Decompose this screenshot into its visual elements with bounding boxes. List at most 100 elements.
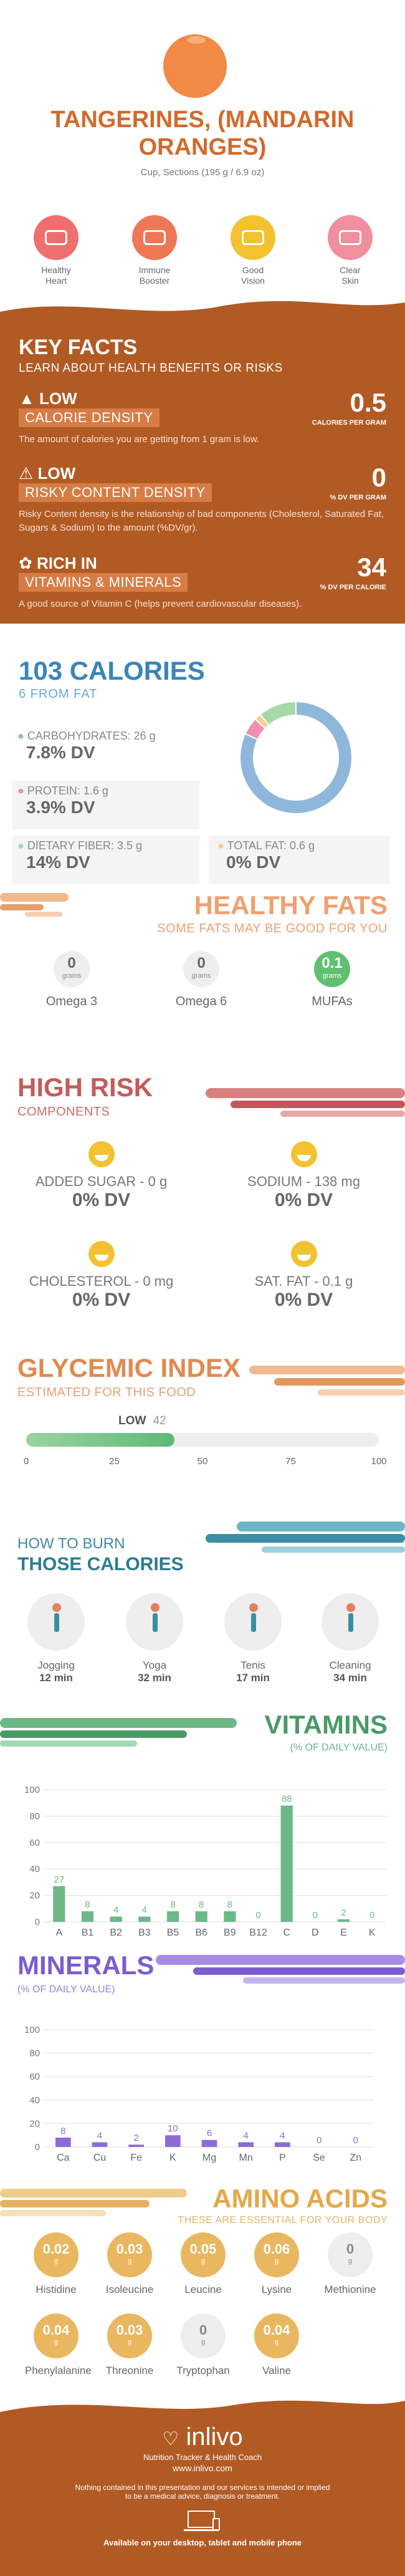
benefit-label-1: Good	[242, 265, 264, 275]
fat-value: 0	[67, 955, 76, 972]
amino-value: 0.03	[116, 2241, 143, 2257]
devices-icon	[184, 2509, 221, 2534]
y-tick-label: 20	[29, 1891, 40, 1901]
burn-minutes: 32 min	[138, 1672, 171, 1684]
bar-value-label: 0	[369, 1910, 374, 1921]
bar-k	[165, 2135, 181, 2147]
fact-value: 0	[371, 463, 386, 492]
high-risk-grid: ADDED SUGAR - 0 g 0% DV SODIUM - 138 mg 0% …	[0, 1141, 405, 1328]
burn-stripes	[206, 1522, 405, 1553]
risk-item: CHOLESTEROL - 0 mg 0% DV	[19, 1241, 184, 1311]
fat-value: 0	[197, 955, 206, 972]
amino-unit: g	[274, 2257, 279, 2265]
footer: ♡ inlivo Nutrition Tracker & Health Coac…	[0, 2419, 405, 2576]
heart-icon	[34, 215, 79, 260]
bar-a	[53, 1886, 65, 1922]
burn-title-1: HOW TO BURN	[17, 1535, 125, 1552]
amino-unit: g	[274, 2338, 279, 2346]
glycemic-fill	[26, 1433, 174, 1447]
amino-circle: 0.03 g	[107, 2313, 152, 2358]
footer-brand: ♡ inlivo	[0, 2423, 405, 2451]
healthy-fats-title: HEALTHY FATS	[194, 890, 388, 920]
fact-level: ⚠ LOW	[19, 464, 212, 483]
bar-b1	[81, 1911, 94, 1922]
burn-item: Tenis 17 min	[222, 1593, 284, 1684]
title-line-1: TANGERINES, (MANDARIN	[50, 107, 355, 133]
bar-value-label: 27	[54, 1874, 64, 1885]
vitamins-chart: 10080604020027A8B14B24B38B58B68B90B1288C…	[24, 1785, 386, 1938]
fiber-item: ● DIETARY FIBER: 3.5 g 14% DV	[12, 836, 199, 884]
key-facts-title: KEY FACTS	[19, 335, 138, 359]
warning-icon: ⚠	[19, 464, 34, 483]
y-tick-label: 0	[35, 2142, 40, 2153]
bar-value-label: 4	[142, 1905, 147, 1916]
y-tick-label: 20	[29, 2118, 40, 2129]
amino-value: 0	[199, 2322, 207, 2338]
pie-slice-dietary-fiber	[259, 700, 297, 726]
bar-mn	[238, 2142, 254, 2147]
bar-b9	[224, 1911, 236, 1922]
carbs-dv: 7.8% DV	[26, 743, 95, 762]
risk-dv: 0% DV	[274, 1190, 333, 1210]
glycemic-readout: LOW 42	[118, 1414, 166, 1428]
y-tick-label: 100	[24, 1785, 40, 1795]
benefit-label-2: Heart	[45, 276, 67, 286]
fat-label: Omega 6	[175, 995, 227, 1008]
bar-mg	[201, 2139, 217, 2147]
fat-dot: ●	[217, 839, 224, 852]
risk-item: ADDED SUGAR - 0 g 0% DV	[19, 1141, 184, 1211]
bar-value-label: 4	[97, 2130, 102, 2141]
carbs-dot: ●	[17, 730, 24, 742]
fact-risky-content: ⚠ LOW RISKY CONTENT DENSITY	[19, 464, 212, 502]
flame-icon: ▲	[19, 389, 35, 408]
vitamins-subtitle: (% OF DAILY VALUE)	[290, 1742, 388, 1753]
amino-label: Lysine	[261, 2284, 292, 2295]
fat-label: MUFAs	[312, 995, 353, 1008]
bar-value-label: 8	[60, 2126, 65, 2136]
minerals-title: MINERALS	[17, 1951, 155, 1980]
bar-e	[337, 1919, 350, 1922]
fat-item: ● TOTAL FAT: 0.6 g 0% DV	[209, 836, 389, 884]
fact-level: ▲ LOW	[19, 389, 160, 408]
amino-item: 0.02 g Histidine	[25, 2232, 87, 2296]
bar-value-label: 6	[207, 2128, 212, 2139]
bar-fe	[128, 2144, 144, 2147]
amino-value: 0.03	[116, 2322, 143, 2338]
amino-unit: g	[201, 2257, 206, 2265]
risk-dv: 0% DV	[72, 1190, 131, 1210]
amino-value: 0.06	[263, 2241, 290, 2257]
face-icon	[328, 215, 373, 260]
fact-name: VITAMINS & MINERALS	[19, 573, 188, 592]
benefit-label-1: Clear	[340, 265, 361, 275]
protein-dv: 3.9% DV	[26, 798, 95, 817]
amino-title: AMINO ACIDS	[212, 2184, 388, 2213]
tennis-icon	[224, 1593, 282, 1651]
amino-item: 0 g Tryptophan	[172, 2313, 234, 2377]
amino-value: 0.02	[42, 2241, 70, 2257]
footer-url[interactable]: www.inlivo.com	[173, 2463, 232, 2473]
bar-ca	[55, 2137, 71, 2147]
x-tick-label: Cu	[93, 2153, 106, 2163]
tangerine-highlight	[187, 36, 206, 44]
bar-value-label: 4	[243, 2130, 248, 2141]
fiber-label: DIETARY FIBER: 3.5 g	[27, 839, 142, 852]
x-tick-label: C	[283, 1927, 290, 1938]
glycemic-track	[26, 1433, 379, 1447]
glycemic-subtitle: ESTIMATED FOR THIS FOOD	[17, 1386, 196, 1399]
jogging-icon	[27, 1593, 85, 1651]
burn-row: Jogging 12 min Yoga 32 min Tenis 17 min Cleani…	[0, 1593, 405, 1705]
fact-level-text: LOW	[37, 464, 76, 483]
burn-label: Cleaning	[329, 1659, 371, 1671]
x-tick-label: Zn	[350, 2153, 361, 2163]
benefit-item: Clear Skin	[319, 215, 381, 286]
protein-label: PROTEIN: 1.6 g	[27, 784, 108, 797]
calories-title: 103 CALORIES	[19, 656, 205, 685]
amino-unit: g	[54, 2257, 59, 2265]
fact-unit: % DV PER GRAM	[330, 494, 386, 501]
x-tick-label: Mn	[239, 2153, 253, 2163]
amino-subtitle: THESE ARE ESSENTIAL FOR YOUR BODY	[178, 2215, 388, 2226]
risk-label: CHOLESTEROL - 0 mg	[29, 1273, 174, 1289]
vitamins-stripes	[0, 1718, 237, 1747]
fiber-dv: 14% DV	[26, 852, 90, 872]
x-tick-label: Ca	[57, 2153, 70, 2163]
